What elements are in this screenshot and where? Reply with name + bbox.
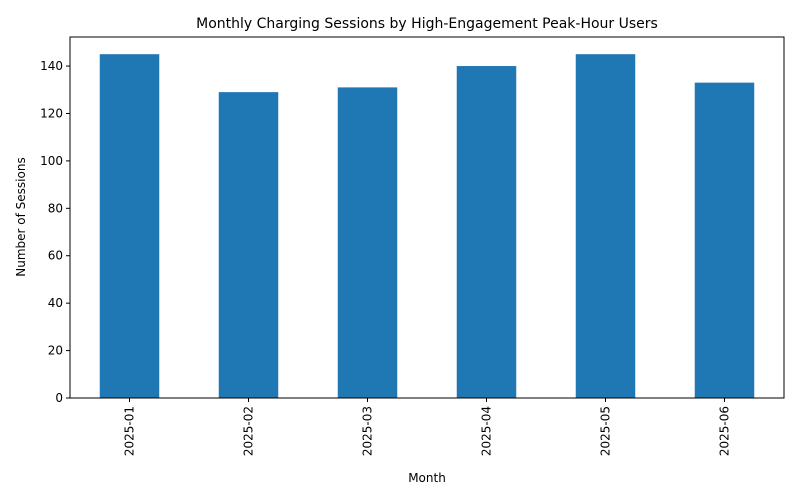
bar-2025-05 (575, 54, 636, 398)
y-tick-label: 60 (48, 249, 63, 263)
y-tick-label: 100 (40, 154, 63, 168)
plot-frame (69, 36, 785, 399)
x-axis: 2025-01 2025-02 2025-03 2025-04 2025-05 2025-… (123, 398, 732, 456)
y-tick-label: 80 (48, 201, 63, 215)
y-tick-label: 140 (40, 59, 63, 73)
x-tick-label: 2025-02 (242, 406, 256, 456)
chart-title: Monthly Charging Sessions by High-Engage… (196, 16, 658, 32)
bar-2025-02 (218, 92, 279, 398)
bar-2025-06 (694, 82, 755, 398)
x-tick-label: 2025-05 (599, 406, 613, 456)
bars-group (99, 54, 755, 399)
y-axis-title: Number of Sessions (14, 157, 28, 276)
x-tick-label: 2025-04 (480, 406, 494, 456)
y-tick-label: 20 (48, 344, 63, 358)
bar-2025-04 (456, 66, 517, 399)
x-tick-label: 2025-01 (123, 406, 137, 456)
y-axis: 0 20 40 60 80 100 120 140 (40, 59, 70, 405)
y-tick-label: 0 (55, 391, 63, 405)
x-tick-label: 2025-03 (361, 406, 375, 456)
x-tick-label: 2025-06 (718, 406, 732, 456)
y-tick-label: 40 (48, 296, 63, 310)
x-axis-title: Month (408, 471, 446, 485)
bar-2025-03 (337, 87, 398, 399)
bar-2025-01 (99, 54, 160, 398)
y-tick-label: 120 (40, 106, 63, 120)
